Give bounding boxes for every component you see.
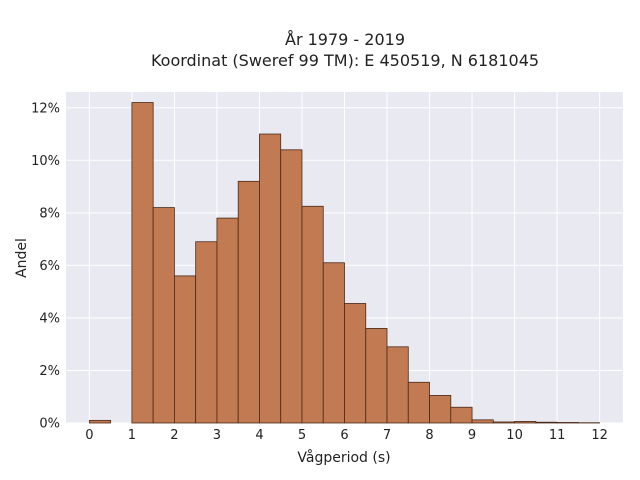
bar-19: [492, 421, 515, 424]
y-axis-label: Andel: [14, 238, 30, 278]
y-tick-label-0: 0%: [39, 417, 60, 432]
bar-18: [471, 419, 494, 424]
chart-title-line-2: Koordinat (Sweref 99 TM): E 450519, N 61…: [151, 51, 539, 70]
bar-13: [365, 328, 388, 424]
x-tick-label-1: 1: [128, 428, 136, 443]
bar-17: [450, 406, 473, 424]
bars: [88, 102, 601, 424]
bar-6: [216, 217, 239, 424]
y-tick-label-2: 4%: [39, 311, 60, 326]
x-tick-label-7: 7: [383, 428, 391, 443]
x-tick-label-6: 6: [340, 428, 348, 443]
x-tick-label-3: 3: [213, 428, 221, 443]
bar-16: [429, 395, 452, 424]
x-tick-label-10: 10: [506, 428, 523, 443]
x-tick-label-9: 9: [468, 428, 476, 443]
y-tick-label-1: 2%: [39, 364, 60, 379]
bar-14: [386, 346, 409, 424]
bar-11: [322, 262, 345, 424]
x-tick-label-12: 12: [591, 428, 608, 443]
bar-0: [88, 419, 112, 424]
bar-21: [535, 421, 558, 424]
x-tick-label-2: 2: [170, 428, 178, 443]
bar-4: [174, 275, 197, 424]
x-axis-ticks: 0 1 2 3 4 5 6 7 8 9 10 11 12: [85, 428, 608, 443]
bar-9: [280, 149, 303, 424]
y-tick-label-3: 6%: [39, 259, 60, 274]
y-tick-label-4: 8%: [39, 206, 60, 221]
bar-10: [301, 205, 324, 424]
chart-title-line-1: År 1979 - 2019: [285, 30, 405, 49]
x-tick-label-4: 4: [255, 428, 263, 443]
x-axis-label: Vågperiod (s): [297, 449, 390, 466]
bar-5: [195, 241, 218, 424]
bar-2: [131, 102, 154, 424]
bar-8: [259, 133, 282, 424]
bar-20: [514, 421, 537, 424]
bar-15: [407, 381, 430, 424]
x-tick-label-11: 11: [549, 428, 566, 443]
bar-22: [556, 422, 579, 424]
y-tick-label-5: 10%: [31, 154, 60, 169]
bar-3: [152, 207, 175, 424]
x-tick-label-0: 0: [85, 428, 93, 443]
x-tick-label-8: 8: [425, 428, 433, 443]
y-axis-ticks: 0% 2% 4% 6% 8% 10% 12%: [31, 101, 60, 431]
bar-7: [237, 180, 260, 424]
y-tick-label-6: 12%: [31, 101, 60, 116]
bar-12: [344, 303, 367, 424]
x-tick-label-5: 5: [298, 428, 306, 443]
